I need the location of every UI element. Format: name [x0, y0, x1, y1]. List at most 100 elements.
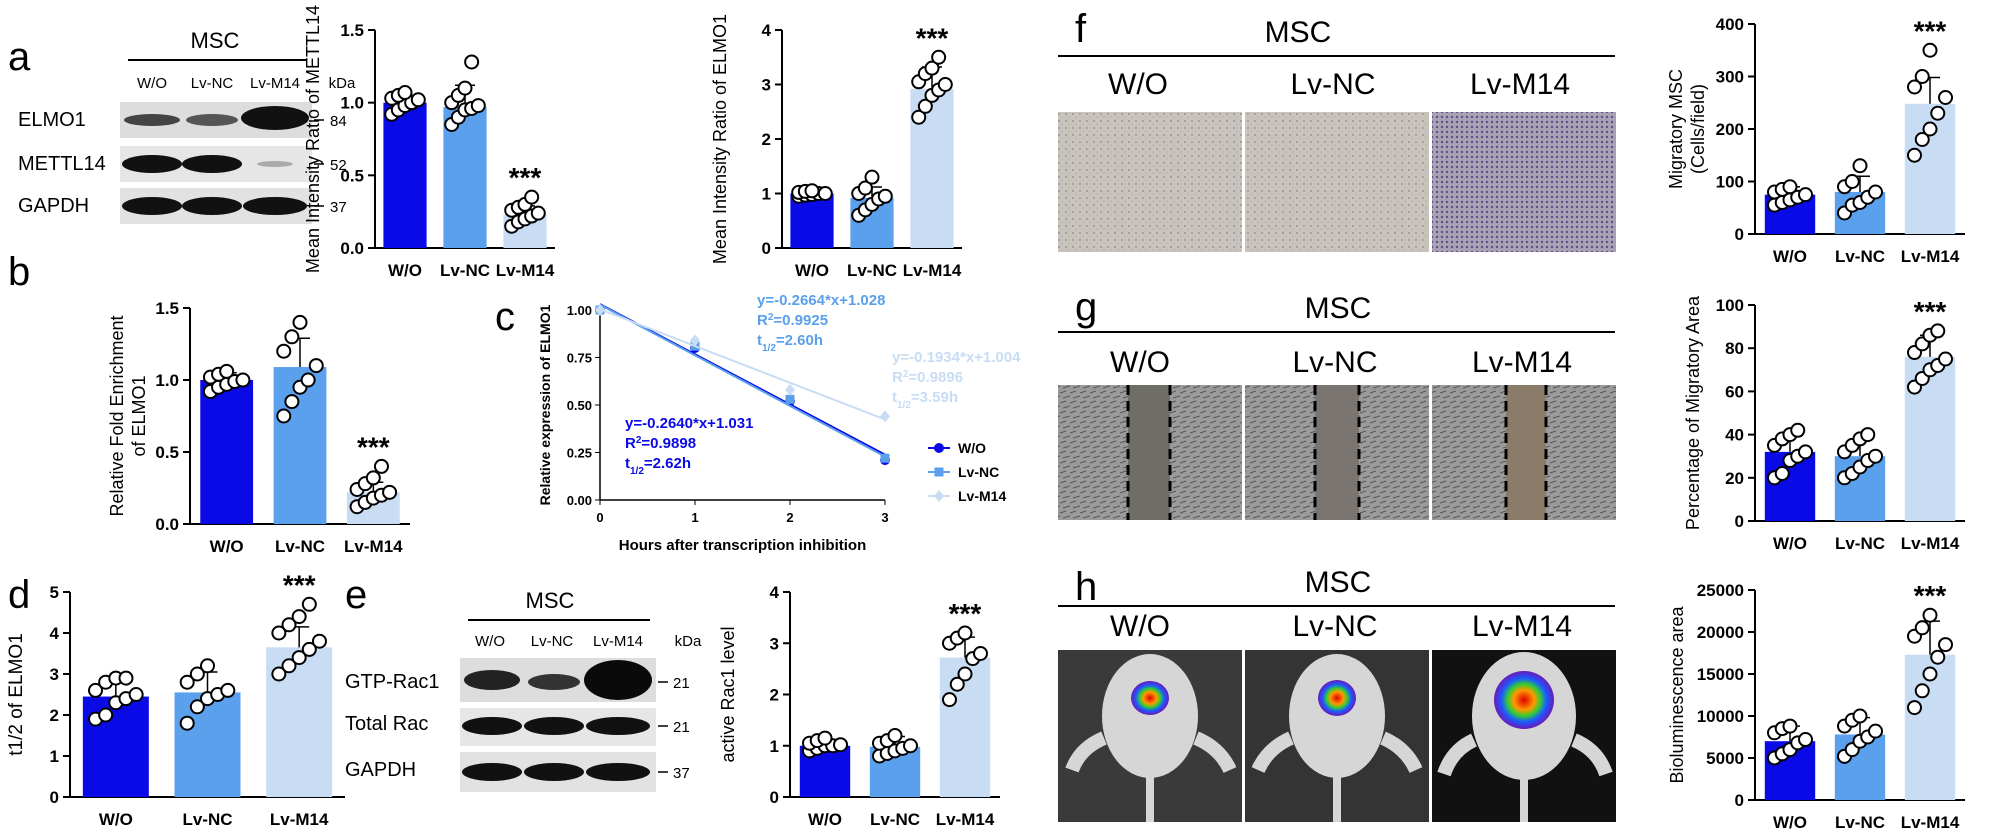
- x-tick-label: Lv-M14: [936, 810, 995, 829]
- data-point: [1930, 323, 1946, 339]
- data-point: [864, 169, 880, 185]
- x-tick-label: Lv-M14: [1901, 247, 1960, 266]
- data-point: [308, 358, 324, 374]
- blot-e-row-label-1: GTP-Rac1: [345, 671, 439, 693]
- x-tick-label: W/O: [388, 261, 422, 280]
- y-tick-label: 1.0: [340, 94, 364, 113]
- panel-letter-a: a: [8, 35, 31, 79]
- y-tick-label: 0: [1735, 225, 1744, 244]
- data-point: [937, 77, 953, 92]
- data-point: [530, 205, 546, 221]
- x-tick-label: 0: [596, 510, 603, 525]
- y-tick-label: 4: [50, 624, 60, 643]
- western-blot-e: MSC W/O Lv-NC Lv-M14 kDa GTP-Rac1 Total …: [345, 588, 702, 792]
- legend-label: Lv-NC: [958, 464, 999, 480]
- data-point: [189, 699, 205, 715]
- x-tick-label: W/O: [99, 810, 133, 829]
- y-axis-label: Migratory MSC: [1666, 69, 1686, 189]
- x-tick-label: Lv-NC: [847, 261, 897, 280]
- y-tick-label: 1.0: [155, 371, 179, 390]
- data-point: [291, 650, 307, 666]
- r2-value: =0.9898: [641, 435, 696, 452]
- data-point: [931, 49, 947, 65]
- data-point: [1922, 666, 1938, 682]
- data-point: [271, 625, 287, 641]
- data-point: [1930, 105, 1946, 121]
- x-tick-label: W/O: [1773, 534, 1807, 553]
- data-point: [464, 54, 480, 70]
- y-tick-label: 1.00: [567, 303, 592, 318]
- y-tick-label: 0: [770, 788, 779, 807]
- legend-marker: [934, 467, 944, 477]
- fit-r2: R2=0.9925: [757, 312, 828, 330]
- images-h-title: MSC: [1305, 566, 1372, 599]
- y-tick-label: 25000: [1697, 581, 1744, 600]
- subscript: 1/2: [897, 400, 911, 411]
- y-tick-label: 200: [1716, 120, 1744, 139]
- significance-stars: ***: [1914, 15, 1947, 46]
- data-point: [1798, 187, 1814, 203]
- blot-a-kda-1: 84: [330, 113, 347, 130]
- panel-letter-b: b: [8, 250, 30, 294]
- y-tick-label: 0.0: [155, 515, 179, 534]
- half-life-value: =3.59h: [911, 389, 958, 406]
- significance-stars: ***: [916, 22, 949, 53]
- significance-stars: ***: [283, 569, 316, 600]
- legend-label: W/O: [958, 440, 986, 456]
- x-tick-label: Lv-M14: [496, 261, 555, 280]
- subscript: 1/2: [630, 466, 644, 477]
- data-point: [1906, 147, 1922, 163]
- fit-line-Lv-NC: [599, 303, 886, 458]
- y-axis-label: of ELMO1: [129, 375, 149, 456]
- data-point: [1914, 132, 1930, 147]
- panel-letter-c: c: [495, 295, 515, 339]
- images-g-lane-3: Lv-M14: [1472, 346, 1572, 379]
- chart-f: 0 100 200 300 400 Migratory MSC (Cells/field) W…: [1666, 15, 1965, 266]
- data-point: [1914, 69, 1930, 84]
- images-h-lane-1: W/O: [1110, 610, 1170, 643]
- data-point: [300, 372, 316, 388]
- data-point: [924, 60, 940, 76]
- bar-Lv-NC: [174, 692, 241, 797]
- data-point: [88, 682, 104, 698]
- chart-b: 0.0 0.5 1.0 1.5 Relative Fold Enrichment of E…: [107, 299, 410, 556]
- data-point: [1906, 700, 1922, 716]
- bar-W/O: [82, 696, 149, 797]
- fit-r2: R2=0.9896: [892, 369, 963, 387]
- y-axis-label: Mean Intensity Ratio of METTL14: [303, 5, 323, 273]
- x-tick-label: Lv-NC: [440, 261, 490, 280]
- blot-e-row-label-2: Total Rac: [345, 713, 428, 735]
- y-axis-label: t1/2 of ELMO1: [6, 633, 27, 756]
- significance-stars: ***: [357, 431, 390, 462]
- images-g-lane-1: W/O: [1110, 346, 1170, 379]
- data-point: [877, 188, 893, 204]
- legend-marker: [934, 443, 944, 453]
- superscript: 2: [768, 312, 774, 323]
- data-point: [949, 676, 965, 692]
- y-axis-label: Mean Intensity Ratio of ELMO1: [710, 14, 730, 264]
- image-panel-g: MSC W/O Lv-NC Lv-M14: [1058, 292, 1616, 520]
- charts-layer: 0.0 0.5 1.0 1.5 Mean Intensity Ratio of METT…: [6, 5, 1965, 832]
- fit-r2: R2=0.9898: [625, 435, 696, 453]
- data-point: [1906, 79, 1922, 95]
- data-point: [785, 383, 795, 396]
- y-axis-label: Relative expression of ELMO1: [537, 304, 553, 505]
- data-point: [291, 609, 307, 625]
- legend-item-W/O: W/O: [928, 440, 986, 456]
- data-point: [1790, 422, 1806, 438]
- data-point: [1798, 444, 1814, 460]
- mouse-image-wo: [1058, 650, 1242, 822]
- data-point: [235, 372, 251, 388]
- images-f-lane-3: Lv-M14: [1470, 68, 1570, 101]
- fit-half-life: t1/2=2.60h: [757, 332, 823, 354]
- data-point: [1914, 683, 1930, 699]
- y-tick-label: 0.5: [340, 166, 364, 185]
- x-tick-label: Lv-NC: [1835, 247, 1885, 266]
- x-tick-label: Lv-NC: [275, 537, 325, 556]
- superscript: 2: [903, 369, 909, 380]
- y-tick-label: 1: [762, 185, 771, 204]
- data-point: [817, 186, 833, 201]
- significance-stars: ***: [949, 598, 982, 629]
- y-tick-label: 3: [770, 634, 779, 653]
